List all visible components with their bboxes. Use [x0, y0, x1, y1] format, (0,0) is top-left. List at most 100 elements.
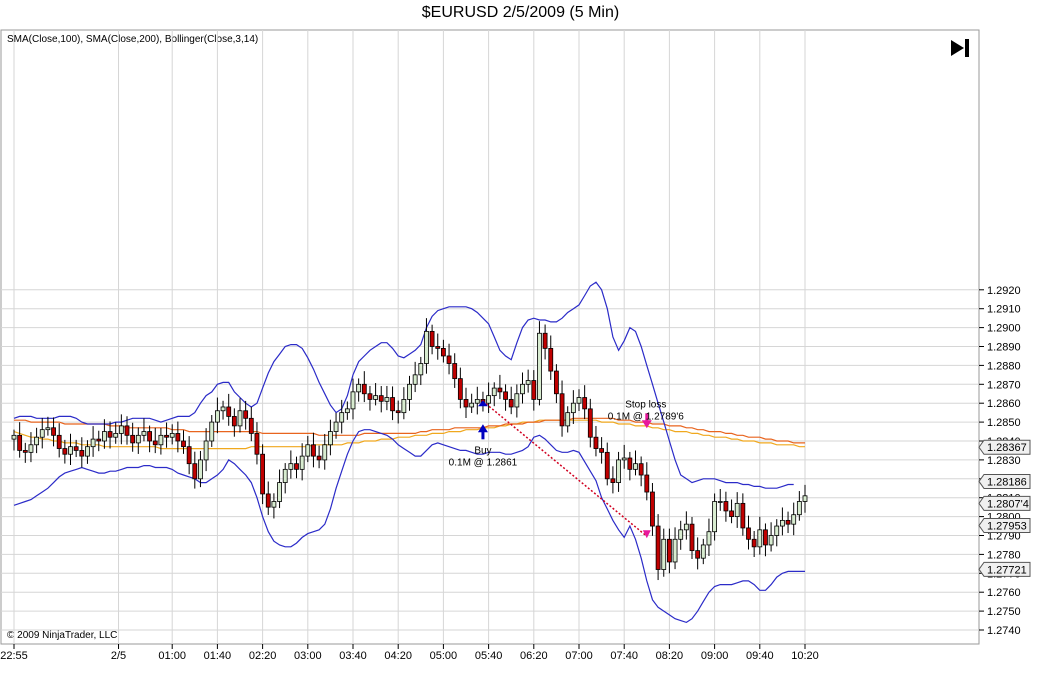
candle-body — [68, 446, 73, 455]
candle-body — [282, 468, 288, 483]
candle-body — [260, 453, 266, 495]
candle-body — [401, 399, 407, 414]
candle-body — [294, 463, 299, 470]
candle-body — [576, 397, 582, 404]
candle-body — [85, 446, 90, 457]
buy-arrow-shaft — [481, 431, 485, 440]
candle-body — [390, 397, 395, 412]
candle-body — [751, 538, 757, 548]
candle-body — [175, 433, 181, 442]
candle-body — [79, 450, 85, 457]
candle-body — [412, 374, 418, 385]
play-to-end-icon[interactable] — [951, 39, 969, 57]
candle-body — [384, 397, 390, 402]
candle-body — [344, 408, 350, 414]
price-badge-label: 1.27721 — [987, 564, 1027, 576]
candle-body — [231, 416, 237, 427]
y-tick-label: 1.2920 — [987, 285, 1021, 297]
y-tick-label: 1.2830 — [987, 455, 1021, 467]
candle-body — [192, 463, 198, 480]
candle-body — [34, 436, 39, 446]
candle-body — [712, 501, 717, 533]
candle-body — [226, 406, 232, 417]
copyright-label: © 2009 NinjaTrader, LLC — [7, 630, 118, 641]
candle-body — [141, 431, 147, 436]
candle-body — [503, 391, 508, 400]
candle-body — [740, 502, 746, 529]
candle-body — [655, 525, 661, 570]
y-tick-label: 1.2850 — [987, 417, 1021, 429]
candle-body — [717, 501, 723, 503]
candle-body — [531, 380, 537, 400]
candle-body — [367, 393, 373, 400]
candle-body — [802, 495, 808, 502]
candle-body — [45, 427, 51, 431]
candle-body — [474, 399, 480, 404]
candle-body — [644, 474, 650, 493]
x-tick-label: 02:20 — [249, 650, 277, 662]
candle-body — [90, 438, 96, 448]
candle-body — [271, 501, 277, 508]
candle-body — [508, 399, 514, 408]
candle-body — [424, 330, 429, 364]
candle-body — [570, 402, 576, 414]
candle-body — [169, 433, 175, 438]
candle-body — [203, 440, 209, 461]
candle-body — [796, 501, 802, 516]
candle-body — [633, 463, 638, 470]
price-badge-label: 1.28367 — [987, 442, 1027, 454]
candle-body — [746, 527, 751, 540]
candle-body — [729, 510, 734, 517]
chart-title: $EURUSD 2/5/2009 (5 Min) — [421, 4, 620, 21]
candle-body — [734, 502, 740, 517]
candle-body — [520, 383, 525, 395]
stop-loss-label: Stop loss — [625, 399, 666, 410]
x-tick-label: 08:20 — [656, 650, 684, 662]
stop-loss-detail: 0.1M @ 1.2789'6 — [608, 411, 684, 422]
candle-body — [186, 446, 192, 465]
sell-arrow-icon — [641, 420, 652, 429]
candle-body — [305, 444, 311, 457]
x-tick-label: 09:40 — [746, 650, 774, 662]
x-tick-label: 05:40 — [475, 650, 503, 662]
candle-body — [650, 491, 655, 527]
price-badge — [978, 473, 1031, 489]
candle-body — [407, 383, 412, 400]
candle-body — [599, 448, 604, 453]
y-tick-label: 1.2910 — [987, 304, 1021, 316]
candle-body — [429, 330, 435, 347]
buy-label: Buy — [474, 445, 491, 456]
candle-body — [757, 529, 763, 548]
candle-body — [791, 514, 797, 525]
sma200-line — [13, 419, 805, 450]
candle-body — [627, 457, 633, 470]
candle-body — [587, 408, 593, 438]
plot-frame — [0, 29, 980, 645]
candle-body — [678, 529, 684, 540]
y-tick-label: 1.2860 — [987, 398, 1021, 410]
price-badge-label: 1.2807'4 — [987, 498, 1029, 510]
candle-body — [395, 410, 401, 414]
price-badge — [978, 439, 1031, 455]
candle-body — [28, 444, 34, 453]
buy-arrow-icon — [477, 424, 488, 433]
candle-body — [491, 387, 497, 397]
candle-body — [610, 478, 616, 483]
y-tick-label: 1.2880 — [987, 360, 1021, 372]
candle-body — [248, 417, 254, 434]
candle-body — [164, 434, 169, 438]
candle-body — [311, 444, 316, 457]
candle-body — [327, 431, 333, 446]
candle-body — [243, 410, 249, 419]
candle-body — [11, 434, 17, 440]
candle-body — [582, 397, 588, 410]
x-tick-label: 04:20 — [384, 650, 412, 662]
candle-body — [672, 538, 678, 563]
candle-body — [333, 421, 339, 432]
candle-body — [486, 395, 492, 404]
y-tick-label: 1.2890 — [987, 342, 1021, 354]
candle-body — [542, 332, 548, 349]
x-tick-label: 05:00 — [430, 650, 458, 662]
price-badge — [978, 561, 1031, 577]
